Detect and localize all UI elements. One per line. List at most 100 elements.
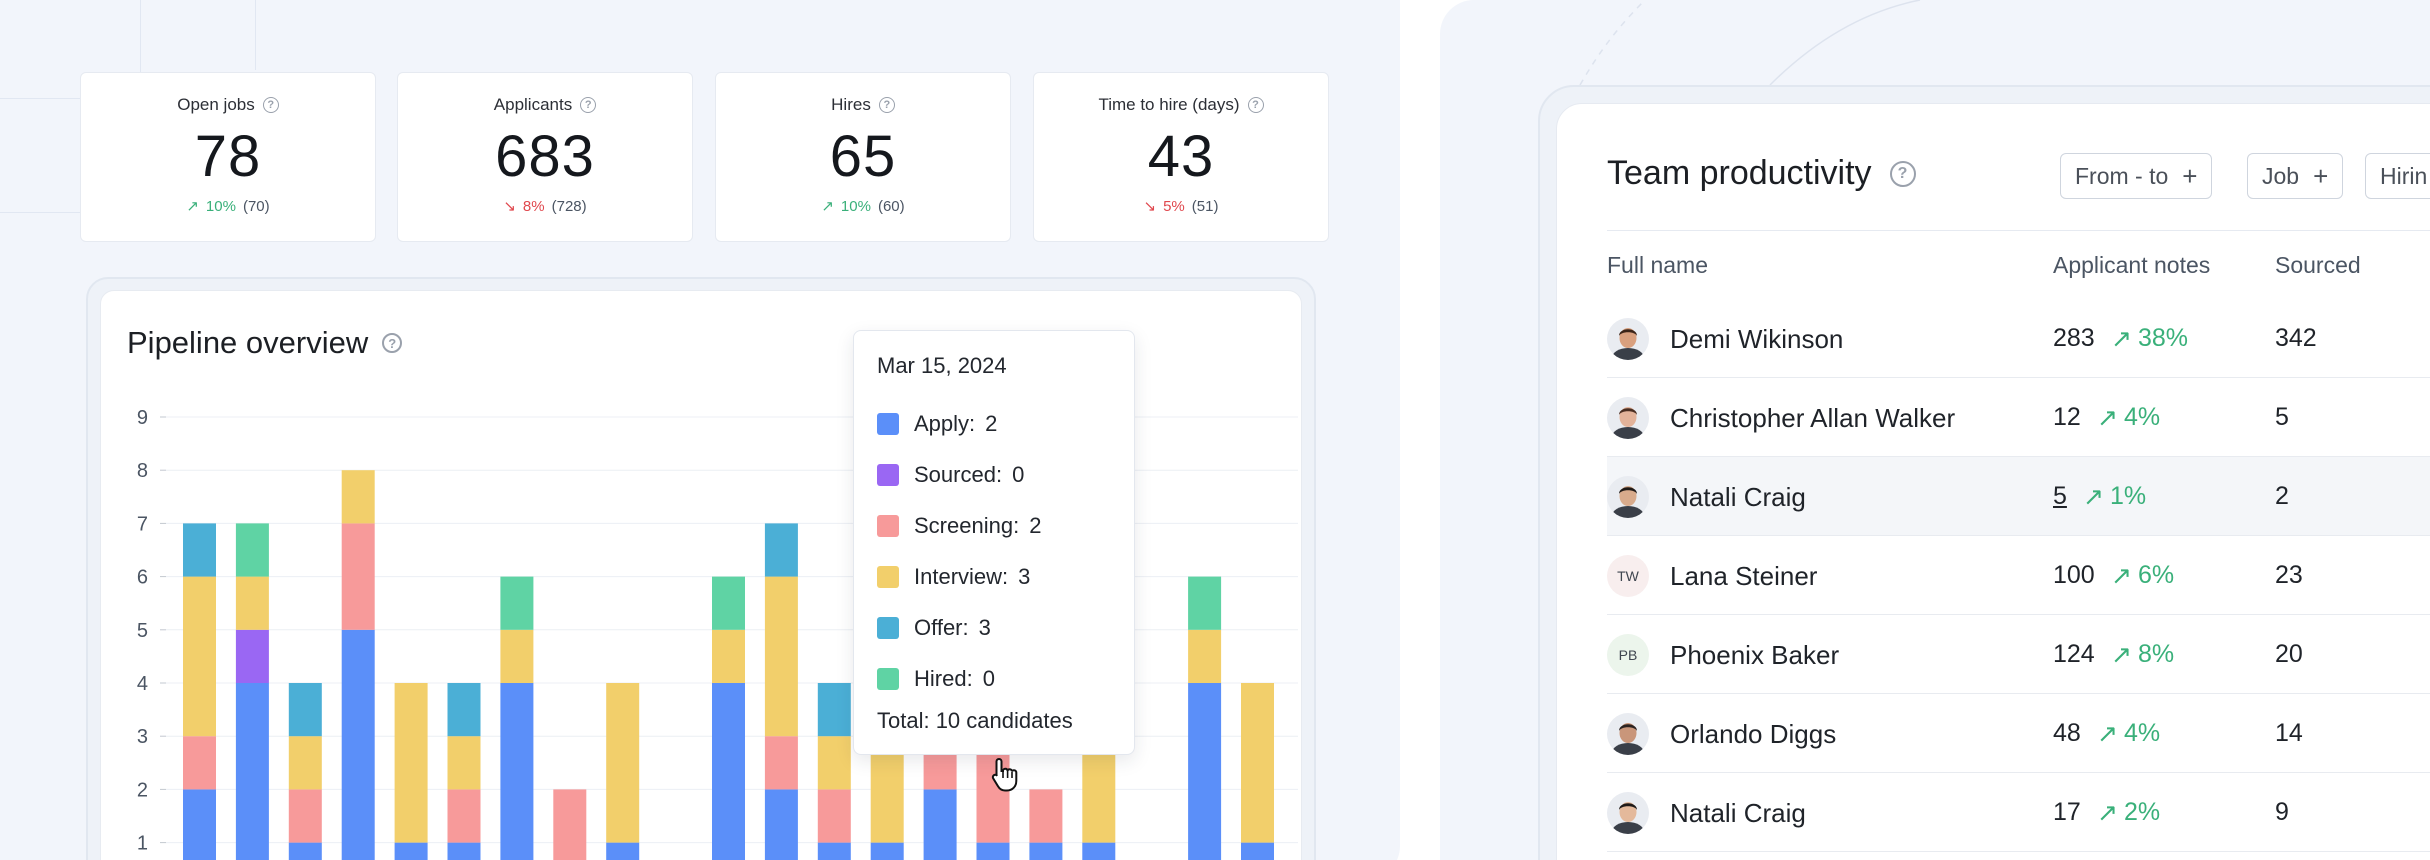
notes-trend-value: 2% xyxy=(2124,798,2161,826)
kpi-label: Open jobs? xyxy=(81,95,375,115)
tooltip-row-label: Sourced: xyxy=(914,461,1003,487)
plus-icon: + xyxy=(2313,161,2329,191)
tooltip-row-label: Hired: xyxy=(914,665,973,691)
trend-up-icon: ↗ xyxy=(821,198,834,215)
date-range-filter-button[interactable]: From - to + xyxy=(2060,153,2213,199)
column-header-sourced[interactable]: Sourced xyxy=(2275,252,2361,278)
bar-segment-interview[interactable] xyxy=(183,576,216,737)
bar-segment-hired[interactable] xyxy=(235,523,269,577)
table-row[interactable]: TW Lana Steiner 100 ↗ 6% 23 xyxy=(1607,536,2430,615)
bar-segment-apply[interactable] xyxy=(235,683,269,860)
trend-up-icon: ↗ xyxy=(2097,720,2118,748)
bar-segment-interview[interactable] xyxy=(288,736,322,790)
bar-segment-apply[interactable] xyxy=(817,842,851,860)
bar-segment-offer[interactable] xyxy=(288,683,322,737)
kpi-value: 65 xyxy=(829,124,897,189)
full-name[interactable]: Orlando Diggs xyxy=(1670,719,1837,749)
bar-segment-offer[interactable] xyxy=(183,523,216,577)
kpi-label: Time to hire (days)? xyxy=(1034,95,1328,115)
kpi-previous-value: (70) xyxy=(242,197,270,215)
applicant-notes-count: 12 xyxy=(2053,403,2081,431)
tooltip-row-label: Offer: xyxy=(914,614,969,640)
bar-segment-offer[interactable] xyxy=(764,523,798,577)
bar-segment-apply[interactable] xyxy=(500,683,534,860)
bar-segment-screening[interactable] xyxy=(553,789,587,860)
table-row[interactable]: Orlando Diggs 48 ↗ 4% 14 xyxy=(1607,694,2430,773)
full-name[interactable]: Lana Steiner xyxy=(1670,561,1818,591)
tooltip-date: Mar 15, 2024 xyxy=(877,353,1007,378)
bar-segment-interview[interactable] xyxy=(1241,683,1274,843)
bar-segment-hired[interactable] xyxy=(1188,576,1222,630)
bar-segment-sourced[interactable] xyxy=(235,629,269,683)
bar-segment-screening[interactable] xyxy=(1029,789,1063,843)
sourced-count: 20 xyxy=(2275,640,2303,668)
tooltip-total: Total: 10 candidates xyxy=(877,708,1073,733)
hiring-filter-button[interactable]: Hirin xyxy=(2365,153,2430,199)
column-header-applicant-notes[interactable]: Applicant notes xyxy=(2053,252,2211,278)
trend-up-icon: ↗ xyxy=(2111,325,2132,353)
full-name[interactable]: Natali Craig xyxy=(1670,798,1806,828)
legend-swatch xyxy=(877,565,899,588)
bar-segment-interview[interactable] xyxy=(764,576,798,737)
sourced-count: 14 xyxy=(2275,719,2303,747)
bar-segment-apply[interactable] xyxy=(1241,842,1274,860)
bar-segment-apply[interactable] xyxy=(764,789,798,860)
bar-segment-screening[interactable] xyxy=(817,789,851,843)
trend-up-icon: ↗ xyxy=(2083,483,2104,511)
bar-segment-offer[interactable] xyxy=(817,683,851,737)
bar-segment-interview[interactable] xyxy=(606,683,640,843)
bar-segment-interview[interactable] xyxy=(712,629,745,683)
sourced-count: 2 xyxy=(2275,482,2289,510)
table-row[interactable]: PB Phoenix Baker 124 ↗ 8% 20 xyxy=(1607,615,2430,694)
bar-segment-interview[interactable] xyxy=(817,736,851,790)
bar-segment-interview[interactable] xyxy=(341,470,375,524)
bar-segment-interview[interactable] xyxy=(394,683,428,843)
bar-segment-screening[interactable] xyxy=(764,736,798,790)
bar-segment-apply[interactable] xyxy=(288,842,322,860)
sourced-count: 23 xyxy=(2275,561,2303,589)
help-icon[interactable]: ? xyxy=(1889,160,1916,187)
bar-segment-hired[interactable] xyxy=(500,576,534,630)
bar-segment-interview[interactable] xyxy=(1188,629,1222,683)
bar-segment-interview[interactable] xyxy=(447,736,481,790)
bar-segment-apply[interactable] xyxy=(341,629,375,860)
table-row[interactable]: Natali Craig 5 ↗ 1% 2 xyxy=(1607,457,2430,536)
bar-segment-apply[interactable] xyxy=(923,789,957,860)
help-icon[interactable]: ? xyxy=(382,333,403,353)
bar-segment-apply[interactable] xyxy=(1029,842,1063,860)
table-row[interactable]: Natali Craig 17 ↗ 2% 9 xyxy=(1607,773,2430,852)
bar-segment-apply[interactable] xyxy=(447,842,481,860)
bar-segment-screening[interactable] xyxy=(183,736,216,790)
table-row[interactable]: Christopher Allan Walker 12 ↗ 4% 5 xyxy=(1607,378,2430,457)
bar-segment-screening[interactable] xyxy=(447,789,481,843)
table-row[interactable]: Demi Wikinson 283 ↗ 38% 342 xyxy=(1607,299,2430,378)
help-icon[interactable]: ? xyxy=(1247,97,1264,113)
column-header-full-name[interactable]: Full name xyxy=(1607,252,1708,278)
applicant-notes-count[interactable]: 5 xyxy=(2053,482,2067,510)
bar-segment-apply[interactable] xyxy=(976,842,1010,860)
bar-segment-apply[interactable] xyxy=(1188,683,1222,860)
bar-segment-offer[interactable] xyxy=(447,683,481,737)
bar-segment-apply[interactable] xyxy=(1082,842,1116,860)
bar-segment-interview[interactable] xyxy=(500,629,534,683)
bar-segment-apply[interactable] xyxy=(712,683,745,860)
legend-swatch xyxy=(877,463,899,486)
full-name[interactable]: Christopher Allan Walker xyxy=(1670,403,1956,433)
bar-segment-hired[interactable] xyxy=(712,576,745,630)
help-icon[interactable]: ? xyxy=(262,97,279,113)
bar-segment-apply[interactable] xyxy=(606,842,640,860)
bar-segment-apply[interactable] xyxy=(870,842,904,860)
help-icon[interactable]: ? xyxy=(580,97,597,113)
trend-down-icon: ↘ xyxy=(1143,198,1157,215)
full-name[interactable]: Phoenix Baker xyxy=(1670,640,1840,670)
full-name[interactable]: Natali Craig xyxy=(1670,482,1806,512)
full-name[interactable]: Demi Wikinson xyxy=(1670,324,1844,354)
help-icon[interactable]: ? xyxy=(878,97,895,113)
bar-segment-interview[interactable] xyxy=(235,576,269,630)
job-filter-button[interactable]: Job + xyxy=(2247,153,2344,199)
kpi-label-text: Open jobs xyxy=(177,95,255,114)
bar-segment-apply[interactable] xyxy=(183,789,216,860)
bar-segment-screening[interactable] xyxy=(341,523,375,630)
bar-segment-screening[interactable] xyxy=(288,789,322,843)
bar-segment-apply[interactable] xyxy=(394,842,428,860)
